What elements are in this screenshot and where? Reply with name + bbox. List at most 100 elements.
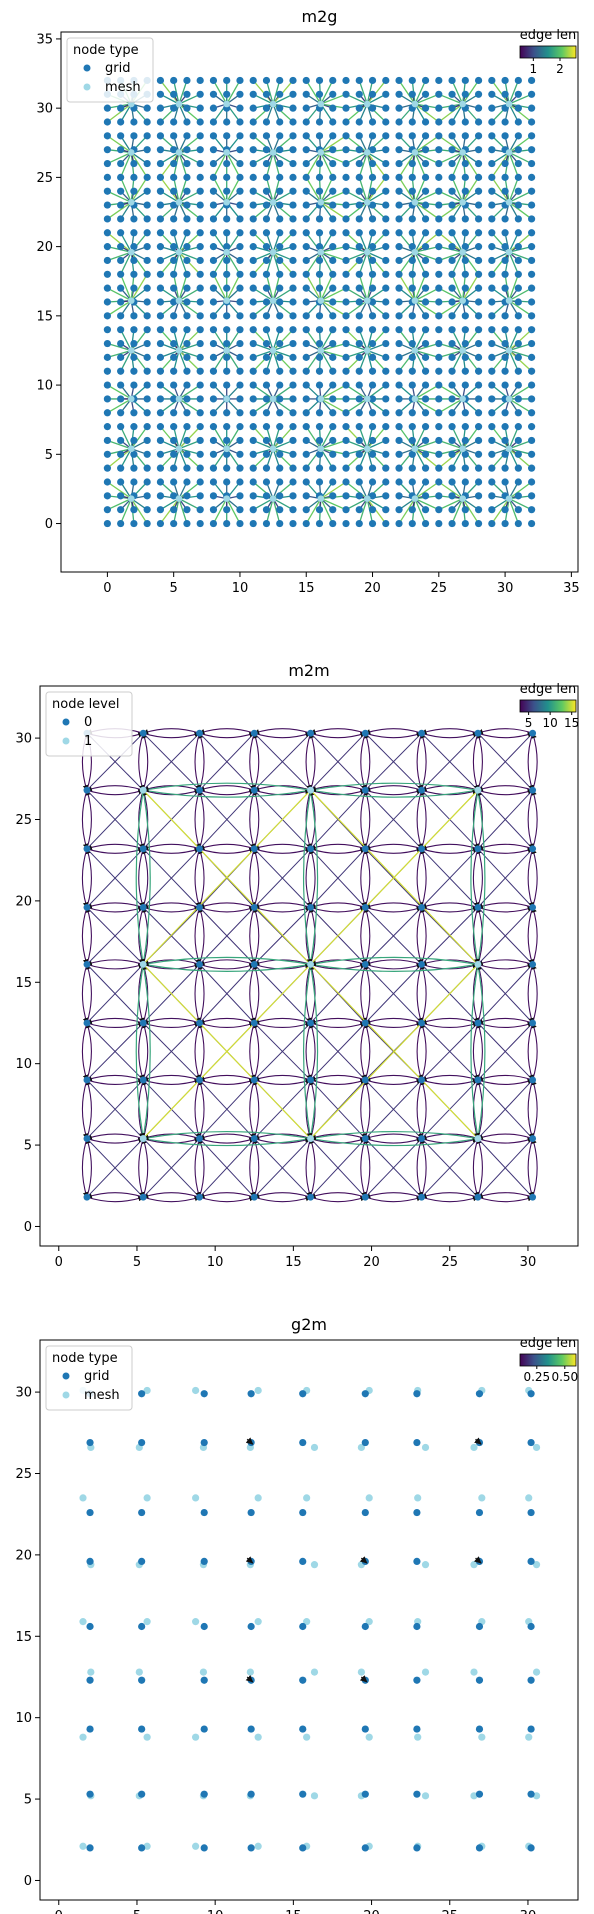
m2m-edge bbox=[477, 1138, 534, 1198]
mesh-node bbox=[223, 248, 231, 256]
level0-node bbox=[529, 1135, 537, 1142]
grid-node bbox=[302, 270, 310, 278]
m2g-edge bbox=[265, 80, 274, 105]
grid-node bbox=[315, 436, 324, 445]
grid-node bbox=[289, 173, 297, 181]
mesh-node bbox=[175, 100, 183, 108]
grid-node bbox=[302, 395, 310, 403]
grid-node bbox=[448, 215, 456, 223]
grid-node bbox=[302, 519, 310, 528]
m2m-edge bbox=[253, 963, 260, 1024]
m2g-edge bbox=[438, 287, 463, 302]
grid-node bbox=[368, 326, 377, 334]
mesh-node bbox=[470, 1668, 478, 1676]
grid-node bbox=[435, 409, 443, 417]
grid-node bbox=[170, 326, 178, 334]
mesh-node bbox=[505, 395, 513, 403]
m2m-level1-edge bbox=[310, 963, 479, 1139]
m2m-edge bbox=[254, 906, 312, 913]
m2g-edge bbox=[120, 274, 132, 301]
grid-node bbox=[501, 284, 509, 292]
m2m-edge bbox=[416, 907, 423, 965]
m2m-edge bbox=[253, 906, 260, 965]
m2m-edge bbox=[253, 1074, 311, 1082]
grid-node bbox=[413, 1557, 421, 1565]
grid-node bbox=[276, 519, 284, 528]
m2g-edge bbox=[320, 448, 334, 469]
grid-node bbox=[223, 353, 231, 361]
grid-node bbox=[103, 326, 111, 334]
m2g-edge bbox=[120, 152, 132, 178]
grid-node bbox=[501, 339, 509, 348]
grid-node bbox=[262, 159, 271, 168]
grid-node bbox=[196, 478, 204, 486]
grid-node bbox=[382, 256, 390, 265]
level0-node bbox=[83, 1135, 91, 1142]
grid-node bbox=[395, 326, 403, 334]
grid-node bbox=[474, 229, 483, 237]
grid-node bbox=[196, 132, 204, 140]
m2m-edge bbox=[365, 1021, 423, 1029]
x-tick-label: 0 bbox=[55, 1909, 63, 1914]
grid-node bbox=[103, 132, 111, 140]
m2g-edge bbox=[272, 287, 294, 302]
m2m-edge bbox=[253, 1079, 260, 1139]
mesh-node bbox=[505, 100, 513, 108]
grid-node bbox=[302, 118, 310, 126]
grid-node bbox=[342, 423, 350, 431]
grid-node bbox=[474, 450, 483, 458]
mesh-node bbox=[269, 149, 277, 156]
mesh-node bbox=[254, 1842, 262, 1850]
m2m-edge bbox=[421, 1074, 479, 1082]
g2m-edge bbox=[245, 1675, 254, 1683]
grid-node bbox=[103, 478, 111, 486]
x-tick-label: 15 bbox=[285, 1909, 302, 1914]
m2g-edge bbox=[272, 329, 281, 351]
grid-node bbox=[329, 90, 337, 98]
grid-node bbox=[276, 353, 284, 361]
grid-node bbox=[475, 1844, 484, 1852]
grid-node bbox=[117, 270, 125, 278]
m2g-edge bbox=[508, 498, 519, 524]
m2m-edge bbox=[477, 1021, 534, 1029]
m2g-edge bbox=[320, 135, 347, 154]
m2m-edge bbox=[199, 1133, 255, 1140]
grid-node bbox=[448, 395, 456, 403]
mesh-node bbox=[411, 445, 419, 453]
grid-node bbox=[435, 173, 443, 181]
grid-node bbox=[355, 450, 363, 458]
mesh-node bbox=[127, 445, 135, 453]
grid-node bbox=[355, 367, 363, 375]
m2g-edge bbox=[272, 448, 294, 469]
mesh-node bbox=[414, 1494, 422, 1502]
m2m-edge bbox=[476, 732, 483, 791]
colorbar-bar bbox=[519, 45, 577, 59]
level0-node bbox=[361, 1193, 369, 1201]
m2m-level1-edge bbox=[141, 963, 151, 1139]
m2m-edge bbox=[85, 906, 92, 965]
grid-node bbox=[315, 339, 324, 348]
grid-node bbox=[276, 506, 284, 514]
m2g-edge bbox=[398, 152, 416, 178]
grid-node bbox=[315, 284, 324, 292]
grid-node bbox=[103, 159, 111, 168]
grid-node bbox=[368, 229, 377, 237]
grid-node bbox=[421, 367, 430, 375]
m2g-edge bbox=[320, 251, 347, 262]
m2m-edge bbox=[86, 1017, 144, 1025]
grid-node bbox=[209, 90, 218, 98]
grid-node bbox=[276, 381, 284, 389]
level0-node bbox=[139, 729, 147, 737]
grid-node bbox=[302, 104, 310, 112]
m2g-edge bbox=[438, 439, 463, 450]
m2m-edge bbox=[199, 732, 255, 739]
mesh-node bbox=[505, 347, 513, 354]
grid-node bbox=[117, 381, 125, 389]
grid-node bbox=[448, 436, 456, 445]
grid-node bbox=[474, 76, 483, 85]
grid-node bbox=[183, 436, 191, 445]
grid-node bbox=[262, 187, 271, 195]
grid-node bbox=[435, 201, 443, 209]
level0-node bbox=[250, 1019, 258, 1027]
m2g-edge bbox=[272, 151, 294, 165]
